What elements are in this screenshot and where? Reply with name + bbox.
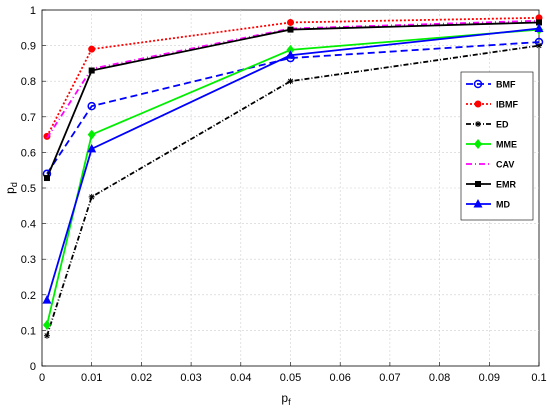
series-line-mme	[46, 28, 540, 326]
series-line-ibmf	[46, 16, 540, 137]
data-point-emr	[43, 175, 50, 182]
legend-item-emr: EMR	[466, 180, 517, 190]
series-line-ed	[46, 44, 540, 337]
y-tick-label: 0.8	[21, 76, 36, 88]
data-point-mme	[42, 320, 51, 331]
x-tick-label: 0.1	[531, 372, 546, 384]
legend-label: CAV	[496, 160, 514, 170]
legend-label: MME	[496, 140, 517, 150]
x-tick-label: 0.07	[379, 372, 400, 384]
legend-marker	[474, 139, 482, 149]
data-point-md	[286, 50, 295, 59]
y-tick-label: 0.4	[21, 219, 36, 231]
legend: BMF IBMF ED MME CAV EMR MD	[460, 71, 534, 221]
series-mme	[42, 24, 543, 331]
y-axis-title: pd	[3, 182, 19, 194]
data-point-ibmf	[88, 45, 96, 53]
legend-marker	[475, 181, 481, 187]
x-tick-label: 0.02	[131, 372, 152, 384]
y-tick-label: 0	[30, 361, 36, 373]
legend-box	[460, 71, 534, 221]
y-tick-label: 0.6	[21, 147, 36, 159]
y-tick-label: 1	[30, 5, 36, 17]
x-axis-title: pf	[281, 391, 291, 407]
y-tick-label: 0.5	[21, 183, 36, 195]
series-cav	[46, 19, 540, 139]
data-point-emr	[88, 67, 95, 74]
data-point-md	[42, 295, 52, 304]
series-layer	[42, 14, 544, 339]
legend-marker	[473, 199, 483, 208]
legend-label: IBMF	[496, 100, 518, 110]
legend-marker	[473, 79, 483, 89]
legend-item-ibmf: IBMF	[466, 100, 518, 110]
data-point-md	[87, 143, 97, 153]
data-point-ibmf	[287, 18, 294, 26]
x-tick-label: 0.08	[429, 372, 450, 384]
data-point-md	[534, 23, 544, 33]
legend-item-bmf: BMF	[466, 80, 516, 90]
data-point-ed	[88, 193, 95, 200]
legend-item-md: MD	[466, 199, 510, 210]
x-tick-label: 0.05	[280, 372, 301, 384]
x-tick-label: 0.04	[230, 372, 251, 384]
x-tick-label: 0.06	[329, 372, 350, 384]
data-point-mme	[87, 129, 96, 140]
data-point-ed	[43, 332, 50, 339]
legend-label: EMR	[496, 180, 517, 190]
legend-label: MD	[496, 200, 510, 210]
y-tick-label: 0.2	[21, 290, 36, 302]
legend-item-cav: CAV	[466, 160, 514, 170]
series-line-cav	[46, 19, 540, 139]
data-point-emr	[536, 19, 542, 26]
x-tick-label: 0.09	[479, 372, 500, 384]
series-line-emr	[46, 21, 540, 179]
y-tick-label: 0.1	[21, 325, 36, 337]
ticks: 0 0.01 0.02 0.03 0.04 0.05 0.06 0.07 0.08 0.09 0.1…	[21, 5, 547, 384]
data-point-ed	[536, 42, 542, 49]
legend-label: ED	[496, 120, 509, 130]
y-tick-label: 0.9	[21, 41, 36, 53]
legend-marker	[475, 121, 481, 127]
series-line-md	[46, 27, 540, 301]
y-tick-label: 0.7	[21, 112, 36, 124]
data-point-ed	[287, 78, 294, 85]
legend-label: BMF	[496, 80, 516, 90]
series-md	[42, 23, 544, 304]
legend-item-ed: ED	[466, 120, 509, 130]
data-point-bmf	[87, 101, 96, 111]
data-point-emr	[287, 26, 294, 33]
data-point-mme	[286, 44, 295, 55]
x-tick-label: 0.03	[180, 372, 201, 384]
x-tick-label: 0.01	[81, 372, 102, 384]
series-line-bmf	[46, 41, 540, 175]
legend-item-mme: MME	[466, 139, 517, 150]
legend-marker	[474, 100, 482, 108]
y-tick-label: 0.3	[21, 254, 36, 266]
x-tick-label: 0	[39, 372, 45, 384]
series-emr	[43, 19, 542, 182]
series-ed	[43, 42, 542, 339]
